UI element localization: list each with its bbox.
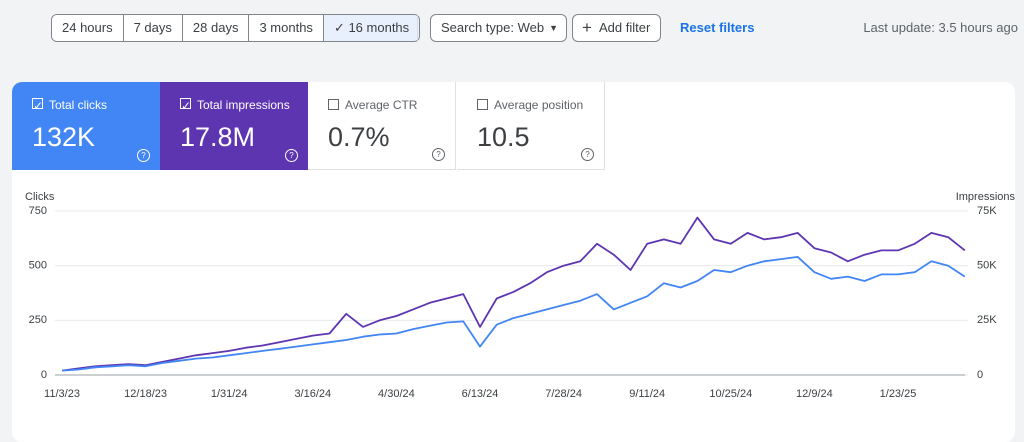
search-type-dropdown[interactable]: Search type: Web ▼ xyxy=(430,14,567,42)
y2-tick-label: 50K xyxy=(977,260,997,272)
y-tick-label: 750 xyxy=(29,205,47,217)
metric-label: Total impressions xyxy=(197,98,290,112)
x-tick-label: 1/31/24 xyxy=(211,388,248,400)
last-update: Last update: 3.5 hours ago xyxy=(863,20,1018,35)
metric-label: Average CTR xyxy=(345,98,418,112)
y-tick-label: 500 xyxy=(29,260,47,272)
x-tick-label: 7/28/24 xyxy=(545,388,582,400)
y-tick-label: 0 xyxy=(41,369,47,381)
x-tick-label: 12/9/24 xyxy=(796,388,833,400)
date-range-button[interactable]: 16 months xyxy=(323,15,420,41)
reset-filters-link[interactable]: Reset filters xyxy=(680,20,755,35)
metric-value: 132K xyxy=(32,122,96,152)
date-range-button[interactable]: 24 hours xyxy=(52,15,124,41)
date-range-button[interactable]: 7 days xyxy=(123,15,183,41)
series-line xyxy=(61,255,966,372)
series-line xyxy=(61,216,966,372)
add-filter-button[interactable]: + Add filter xyxy=(572,14,662,42)
x-tick-label: 6/13/24 xyxy=(462,388,499,400)
y2-axis-title: Impressions xyxy=(956,191,1016,203)
metric-value: 10.5 xyxy=(477,122,530,152)
metric-tile[interactable]: ✓ Total impressions 17.8M? xyxy=(160,82,308,170)
metric-value: 0.7% xyxy=(328,122,390,152)
y2-tick-label: 75K xyxy=(977,205,997,217)
date-range-button[interactable]: 28 days xyxy=(182,15,250,41)
y2-tick-label: 0 xyxy=(977,369,983,381)
page: Performance { "toolbar": { "date_ranges"… xyxy=(0,0,1024,419)
metric-tile[interactable]: Average CTR 0.7%? xyxy=(308,82,456,170)
x-tick-label: 9/11/24 xyxy=(629,388,665,400)
search-type-label: Search type: Web xyxy=(441,20,545,35)
x-tick-label: 11/3/23 xyxy=(44,388,80,400)
date-range-button[interactable]: 3 months xyxy=(249,15,324,41)
y-tick-label: 250 xyxy=(29,314,47,326)
date-range-group: 24 hours 7 days 28 days 3 months 16 mont… xyxy=(51,14,421,42)
metric-tile[interactable]: Average position 10.5? xyxy=(457,82,605,170)
metric-label: Total clicks xyxy=(49,98,108,112)
x-tick-label: 1/23/25 xyxy=(880,388,917,400)
x-tick-label: 4/30/24 xyxy=(378,388,415,400)
metric-label: Average position xyxy=(494,98,584,112)
x-tick-label: 10/25/24 xyxy=(709,388,752,400)
metric-tile[interactable]: ✓ Total clicks 132K? xyxy=(12,82,160,170)
add-filter-label: Add filter xyxy=(599,20,651,35)
x-tick-label: 12/18/23 xyxy=(124,388,167,400)
metric-value: 17.8M xyxy=(180,122,256,152)
body: 24 hours 7 days 28 days 3 months 16 mont… xyxy=(0,0,1024,419)
y2-tick-label: 25K xyxy=(977,314,997,326)
y-axis-title: Clicks xyxy=(25,191,55,203)
chart: Clicks Impressions 0 250 500 750 0 25K 50K 75K 1… xyxy=(25,191,1016,400)
divider xyxy=(417,14,418,42)
x-tick-label: 3/16/24 xyxy=(294,388,331,400)
